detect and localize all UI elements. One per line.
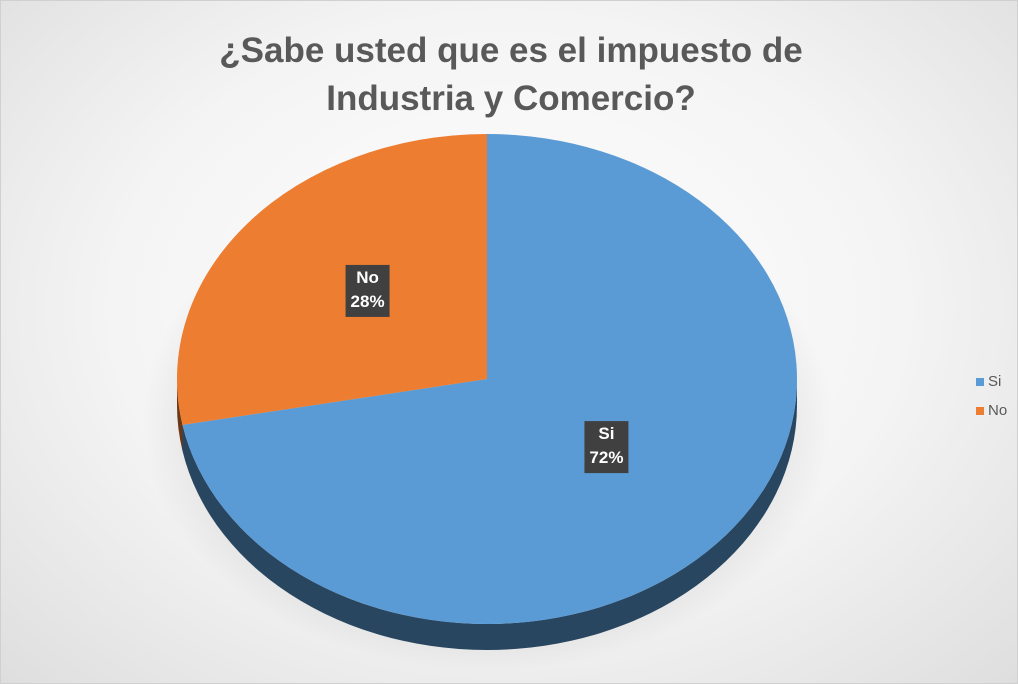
- data-label-category: No: [356, 268, 379, 287]
- legend-swatch: [976, 407, 984, 415]
- legend-label: Si: [988, 373, 1001, 390]
- data-label-category: Si: [598, 425, 614, 444]
- data-label-value: 72%: [589, 449, 623, 468]
- pie-slice: [182, 134, 797, 624]
- data-label: Si 72%: [589, 425, 623, 468]
- pie-slice: [176, 134, 487, 425]
- data-label-value: 28%: [351, 292, 385, 311]
- data-label: No 28%: [351, 268, 385, 311]
- data-label-box: [345, 264, 390, 317]
- legend-label: No: [988, 402, 1007, 419]
- legend-swatch: [976, 378, 984, 386]
- data-label-box: [584, 421, 629, 474]
- pie-side: [177, 379, 183, 451]
- chart-title: ¿Sabe usted que es el impuesto de Indust…: [219, 31, 803, 118]
